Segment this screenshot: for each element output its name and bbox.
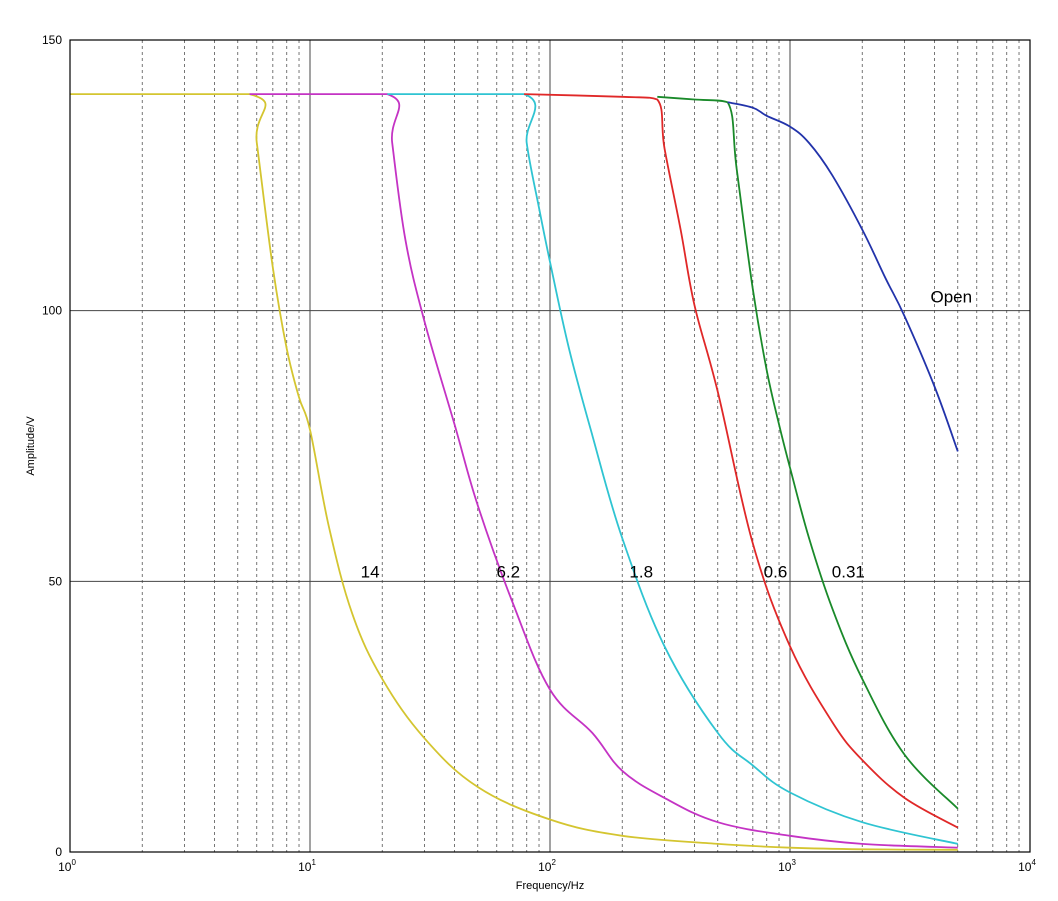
curve-labels: 14 6.2 1.8 0.6 0.31 Open [361, 288, 972, 582]
series-line-open [727, 101, 959, 452]
tick-labels: 100 101 102 103 104 0 50 100 150 [42, 33, 1036, 874]
x-tick-label: 102 [538, 858, 556, 874]
y-tick-label: 0 [55, 845, 62, 859]
curve-label: 1.8 [629, 563, 653, 582]
y-tick-label: 100 [42, 304, 62, 318]
series-line-0-31 [657, 95, 959, 810]
series-line-6-2 [249, 93, 958, 849]
series-line-14 [70, 93, 958, 851]
series-line-0-6 [524, 93, 959, 829]
x-tick-label: 100 [58, 858, 76, 874]
y-tick-label: 150 [42, 33, 62, 47]
x-axis-label: Frequency/Hz [516, 880, 584, 892]
x-tick-label: 104 [1018, 858, 1036, 874]
x-tick-label: 101 [298, 858, 316, 874]
series-group [70, 93, 959, 851]
curve-label: 14 [361, 563, 380, 582]
curve-label: 0.31 [832, 563, 865, 582]
curve-label: 6.2 [496, 563, 520, 582]
curve-label: Open [931, 288, 973, 307]
y-axis-label: Amplitude/V [25, 416, 37, 476]
x-tick-label: 103 [778, 858, 796, 874]
series-line-1-8 [387, 93, 958, 845]
y-tick-label: 50 [49, 574, 63, 588]
curve-label: 0.6 [764, 563, 788, 582]
plot-frame [69, 39, 1031, 853]
